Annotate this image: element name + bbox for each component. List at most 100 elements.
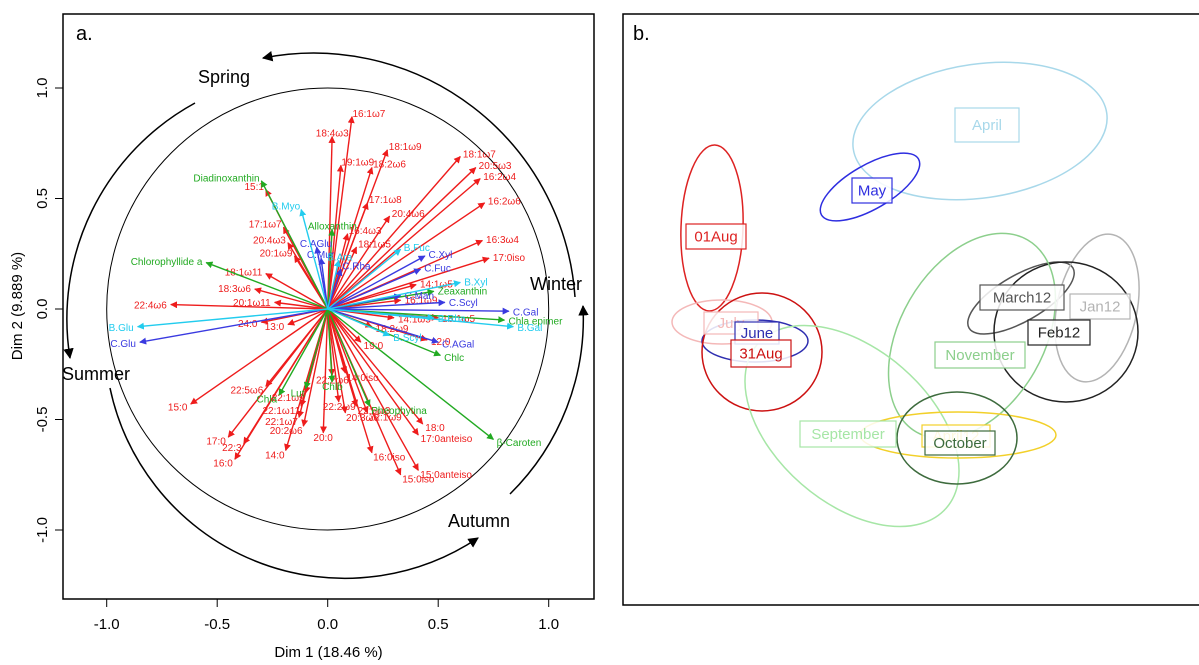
season-label-autumn: Autumn	[448, 511, 510, 531]
vector-label-15-0anteiso: 15:0anteiso	[420, 470, 472, 481]
vector-18-1-7	[327, 155, 461, 310]
vector-label-c-gal: C.Gal	[513, 307, 539, 318]
vector-label-c-man: C.Man	[405, 291, 434, 302]
vector-label-b-myo: B.Myo	[272, 202, 301, 213]
vector-label-b-fuc: B.Fuc	[404, 243, 430, 254]
vector-b-xyl	[327, 280, 461, 310]
vector-label-20-1-9: 20:1ω9	[260, 249, 293, 260]
vector-20-1-9	[293, 255, 329, 310]
vector-label-16-0iso: 16:0iso	[373, 452, 406, 463]
group-ellipses: AprilMay01AugJulyJune31AugMarch12Jan12Fe…	[671, 61, 1140, 528]
vector-16-1-7	[327, 116, 355, 310]
group-box-jan12	[1069, 293, 1131, 320]
vector-label-b-xyl: B.Xyl	[464, 278, 487, 289]
vector-16-2-4	[327, 178, 481, 310]
vector-label-c-glu: C.Glu	[110, 339, 136, 350]
x-axis: -1.0 -0.5 0.0 0.5 1.0	[94, 599, 559, 633]
vector-label-16-1-5: 16:1ω5	[442, 314, 475, 325]
vector-label-22-5-3: 22:5ω3	[358, 406, 391, 417]
vector-16-2-6	[327, 202, 486, 310]
vector-label-15-0: 15:0	[168, 402, 188, 413]
vector-label-17-1-8: 17:1ω8	[369, 195, 402, 206]
vector-b-glu	[136, 308, 328, 330]
vector-b-fuc	[327, 248, 402, 310]
vector-16-0	[234, 308, 329, 460]
vector-label-16-2-6: 16:2ω6	[488, 197, 521, 208]
group-label-june: June	[741, 325, 774, 342]
vector-b-myo	[299, 208, 329, 310]
vector-label-c-fuc: C.Fuc	[424, 264, 451, 275]
season-arc-summer-autumn	[109, 387, 479, 580]
vector-label-c-agal: C.AGal	[442, 339, 474, 350]
y-tick-label: -1.0	[34, 517, 51, 543]
vector-label-22-5-6: 22:5ω6	[230, 385, 263, 396]
vector-20-1-11	[273, 299, 328, 310]
vector-label-b-scyl: B.Scyl	[393, 333, 421, 344]
ellipse-may	[819, 152, 921, 222]
group-box-31aug	[730, 339, 792, 368]
vector-alloxanthin	[327, 228, 336, 310]
vector-label-14-1-5: 14:1ω5	[398, 314, 431, 325]
season-arc-winter-autumn	[509, 304, 589, 495]
vector-label-20-2-6: 20:2ω6	[270, 426, 303, 437]
vector-16-0iso	[327, 308, 374, 454]
vector-label-16-4-3: 16:4ω3	[349, 226, 382, 237]
vector-20-5-3	[327, 167, 477, 310]
vector-label-18-1-9: 18:1ω9	[389, 142, 422, 153]
y-tick-label: -0.5	[34, 407, 51, 433]
vector-c-gal	[327, 307, 510, 315]
vector-c-glu	[139, 308, 328, 345]
vector-18-1-5	[327, 246, 358, 310]
vector-label-18-3-6: 18:3ω6	[218, 284, 251, 295]
vector-22-4-6	[170, 301, 328, 310]
group-box-feb12	[1027, 319, 1091, 346]
vector-label-14-0: 14:0	[265, 450, 285, 461]
vector-label-c-mur: C.Mur	[307, 250, 335, 261]
x-tick-label: 1.0	[538, 616, 559, 633]
group-label-31aug: 31Aug	[739, 346, 782, 363]
vector-lut	[303, 308, 329, 390]
vector-label-16-0: 16:0	[213, 459, 233, 470]
x-tick-label: -1.0	[94, 616, 120, 633]
group-box-october	[924, 430, 996, 456]
vector-label-c-scyl: C.Scyl	[449, 298, 478, 309]
panel-b-frame	[622, 13, 1199, 606]
vector-label-18-0: 18:0	[425, 423, 445, 434]
y-tick-label: 0.0	[34, 299, 51, 320]
vector-label-b-rha: B.Rha	[438, 314, 466, 325]
group-box-01aug	[685, 223, 747, 250]
season-arc-top	[261, 51, 576, 298]
vector-label-b-ara: B.Ara	[327, 252, 352, 263]
vector-17-0iso	[327, 256, 490, 310]
vector-label-14-0iso: 14:0iso	[346, 373, 379, 384]
vector-label-22-2-9: 22:2ω9	[323, 402, 356, 413]
vector-label-22-1-11: 22:1ω11	[262, 406, 300, 417]
vector-label-caroten: β-Caroten	[497, 438, 542, 449]
group-label-october: October	[933, 435, 986, 452]
panel-a-label: a.	[76, 23, 93, 45]
vector-label-20-4-3: 20:4ω3	[253, 235, 286, 246]
group-label-may: May	[858, 183, 887, 200]
vector-label-20-0: 20:0	[313, 433, 333, 444]
vector-label-20-5-3: 20:5ω3	[479, 161, 512, 172]
vector-label-b-glu: B.Glu	[109, 323, 134, 334]
vector-15-0	[190, 308, 329, 405]
y-axis: -1.0 -0.5 0.0 0.5 1.0	[34, 78, 63, 543]
vector-chlb	[327, 308, 336, 383]
vector-14-1-5	[327, 282, 417, 310]
ellipse-31aug	[701, 292, 823, 412]
y-tick-label: 0.5	[34, 188, 51, 209]
x-axis-title: Dim 1 (18.46 %)	[274, 644, 382, 661]
vector-label-18-2-6: 18:2ω6	[373, 160, 406, 171]
vector-label-17-0: 17:0	[206, 436, 226, 447]
unit-circle	[106, 87, 550, 531]
vector-label-chla-epimer: Chla epimer	[508, 316, 563, 327]
group-box-march12	[979, 284, 1065, 311]
vector-13-0	[287, 308, 328, 326]
vector-18-3-6	[254, 287, 328, 310]
vector-17-0	[227, 308, 329, 438]
season-label-spring: Spring	[198, 67, 250, 87]
vector-label-diadinoxanthin: Diadinoxanthin	[193, 173, 259, 184]
vector-label-c-aglu: C.AGlu	[300, 239, 332, 250]
group-box-september	[799, 420, 897, 448]
